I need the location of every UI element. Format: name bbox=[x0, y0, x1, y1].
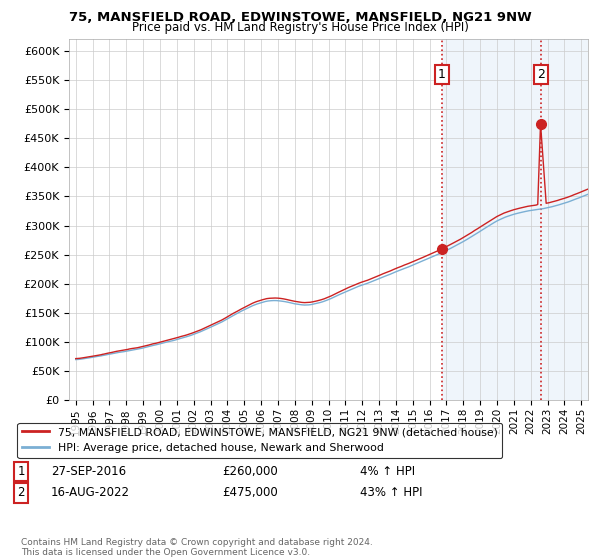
Bar bbox=[442, 39, 588, 400]
Text: £260,000: £260,000 bbox=[222, 465, 278, 478]
Text: 2: 2 bbox=[537, 68, 545, 81]
Text: 75, MANSFIELD ROAD, EDWINSTOWE, MANSFIELD, NG21 9NW: 75, MANSFIELD ROAD, EDWINSTOWE, MANSFIEL… bbox=[68, 11, 532, 24]
Text: Price paid vs. HM Land Registry's House Price Index (HPI): Price paid vs. HM Land Registry's House … bbox=[131, 21, 469, 34]
Text: 1: 1 bbox=[17, 465, 25, 478]
Text: 1: 1 bbox=[438, 68, 446, 81]
Text: 27-SEP-2016: 27-SEP-2016 bbox=[51, 465, 126, 478]
Text: 43% ↑ HPI: 43% ↑ HPI bbox=[360, 486, 422, 500]
Text: £475,000: £475,000 bbox=[222, 486, 278, 500]
Text: 4% ↑ HPI: 4% ↑ HPI bbox=[360, 465, 415, 478]
Text: Contains HM Land Registry data © Crown copyright and database right 2024.
This d: Contains HM Land Registry data © Crown c… bbox=[21, 538, 373, 557]
Text: 16-AUG-2022: 16-AUG-2022 bbox=[51, 486, 130, 500]
Legend: 75, MANSFIELD ROAD, EDWINSTOWE, MANSFIELD, NG21 9NW (detached house), HPI: Avera: 75, MANSFIELD ROAD, EDWINSTOWE, MANSFIEL… bbox=[17, 423, 502, 458]
Text: 2: 2 bbox=[17, 486, 25, 500]
